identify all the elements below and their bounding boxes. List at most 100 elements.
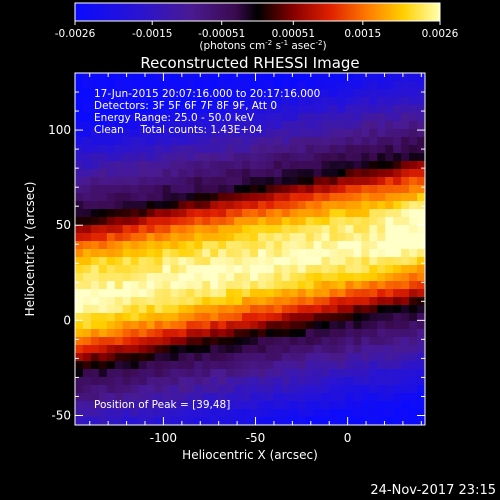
heatmap-cell [106,161,116,170]
heatmap-cell [289,177,299,186]
heatmap-cell [218,329,227,338]
heatmap-cell [226,177,235,186]
heatmap-cell [321,417,330,425]
heatmap-cell [234,409,243,418]
heatmap-cell [273,273,283,282]
heatmap-cell [337,369,346,378]
heatmap-cell [377,121,386,130]
heatmap-cell [234,105,243,114]
heatmap-cell [409,289,418,298]
heatmap-cell [234,145,243,154]
heatmap-cell [178,297,187,306]
heatmap-cell [138,337,147,346]
heatmap-cell [98,129,108,138]
heatmap-cell [178,361,187,370]
heatmap-cell [226,353,235,362]
heatmap-cell [385,385,394,394]
heatmap-cell [273,321,283,330]
heatmap-cell [114,409,124,418]
heatmap-cell [186,345,195,354]
heatmap-cell [194,177,203,186]
heatmap-cell [234,417,243,425]
heatmap-cell [361,281,370,290]
heatmap-cell [242,313,251,322]
heatmap-cell [345,161,354,170]
heatmap-cell [178,105,187,114]
heatmap-cell [90,89,100,98]
heatmap-cell [393,81,402,90]
heatmap-cell [242,217,251,226]
heatmap-cell [353,337,362,346]
heatmap-cell [98,417,108,425]
heatmap-cell [297,209,307,218]
heatmap-cell [329,361,338,370]
heatmap-cell [138,137,147,146]
heatmap-cell [178,313,187,322]
heatmap-cell [329,113,338,122]
heatmap-cell [361,105,370,114]
heatmap-cell [273,113,283,122]
heatmap-cell [154,385,163,394]
heatmap-cell [154,313,163,322]
heatmap-cell [369,121,378,130]
heatmap-cell [162,193,171,202]
heatmap-cell [417,193,425,202]
heatmap-cell [75,409,84,418]
heatmap-cell [106,185,116,194]
heatmap-cell [178,401,187,410]
heatmap-cell [170,73,179,82]
heatmap-cell [417,201,425,210]
heatmap-cell [170,401,179,410]
heatmap-cell [337,81,346,90]
heatmap-cell [106,73,116,82]
heatmap-cell [194,121,203,130]
heatmap-cell [393,233,402,242]
heatmap-cell [218,385,227,394]
heatmap-cell [226,281,235,290]
heatmap-cell [361,329,370,338]
heatmap-cell [146,257,155,266]
heatmap-cell [218,121,227,130]
heatmap-cell [313,121,322,130]
heatmap-cell [313,313,322,322]
heatmap-cell [289,145,299,154]
heatmap-cell [75,153,84,162]
heatmap-cell [409,225,418,234]
heatmap-cell [313,145,322,154]
heatmap-cell [417,369,425,378]
heatmap-cell [98,257,108,266]
heatmap-cell [210,89,219,98]
heatmap-cell [393,225,402,234]
heatmap-cell [154,193,163,202]
heatmap-cell [361,289,370,298]
heatmap-cell [154,241,163,250]
heatmap-cell [218,161,227,170]
heatmap-cell [114,313,124,322]
heatmap-cell [138,121,147,130]
heatmap-cell [273,241,283,250]
heatmap-cell [194,377,203,386]
heatmap-cell [409,281,418,290]
heatmap-cell [194,289,203,298]
heatmap-cell [329,129,338,138]
heatmap-cell [146,89,155,98]
heatmap-cell [313,305,322,314]
heatmap-cell [265,137,275,146]
heatmap-cell [202,337,211,346]
heatmap-cell [218,73,227,82]
heatmap-cell [385,201,394,210]
heatmap-cell [170,121,179,130]
heatmap-cell [321,265,330,274]
heatmap-cell [194,185,203,194]
heatmap-cell [114,185,124,194]
heatmap-cell [313,377,322,386]
heatmap-cell [353,313,362,322]
heatmap-cell [186,249,195,258]
heatmap-cell [234,113,243,122]
heatmap-cell [114,217,124,226]
heatmap-cell [162,417,171,425]
heatmap-cell [242,361,251,370]
heatmap-cell [130,169,140,178]
heatmap-cell [361,233,370,242]
heatmap-cell [122,185,132,194]
